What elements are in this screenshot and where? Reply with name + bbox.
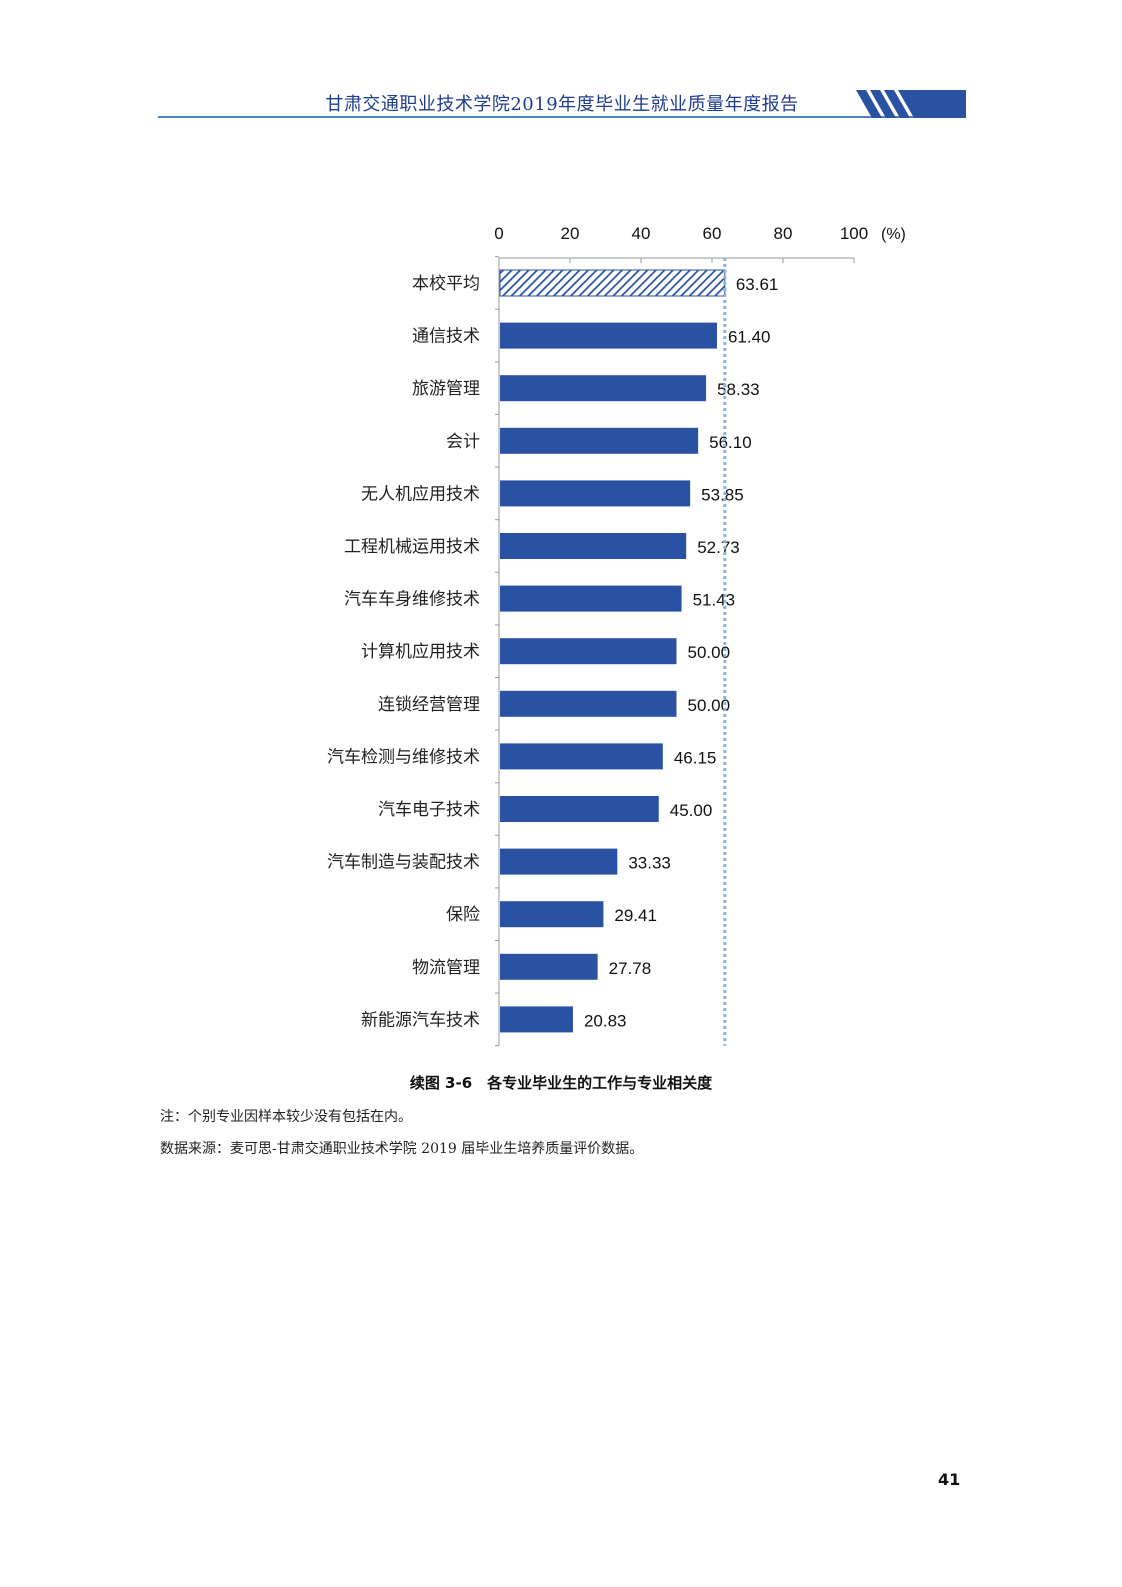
bar (500, 690, 677, 717)
value-label: 61.40 (728, 328, 771, 347)
value-label: 33.33 (628, 854, 671, 873)
category-label: 连锁经营管理 (378, 695, 480, 714)
header-stripe-icon (856, 90, 966, 118)
category-label: 汽车制造与装配技术 (327, 853, 480, 872)
bar (500, 533, 687, 559)
bar (500, 480, 691, 507)
x-tick-label: 0 (494, 224, 503, 243)
category-label: 本校平均 (412, 274, 480, 293)
value-label: 50.00 (688, 696, 731, 715)
bar (500, 585, 682, 612)
category-label: 汽车电子技术 (378, 800, 480, 819)
value-label: 52.73 (697, 538, 740, 557)
bar (500, 375, 707, 402)
x-tick-label: 100 (840, 224, 868, 243)
value-label: 63.61 (736, 275, 779, 294)
bar (500, 427, 699, 454)
report-title: 甘肃交通职业技术学院2019年度毕业生就业质量年度报告 (325, 94, 799, 115)
value-label: 45.00 (670, 801, 713, 820)
bar (500, 1006, 573, 1033)
source-text: 数据来源：麦可思-甘肃交通职业技术学院 2019 届毕业生培养质量评价数据。 (160, 1141, 644, 1157)
x-tick-label: 60 (703, 224, 722, 243)
category-label: 无人机应用技术 (361, 484, 480, 503)
bar (500, 848, 618, 875)
x-tick-label: 20 (561, 224, 580, 243)
category-label: 新能源汽车技术 (361, 1010, 480, 1029)
category-label: 汽车车身维修技术 (344, 590, 480, 609)
value-label: 20.83 (584, 1011, 627, 1030)
category-label: 工程机械运用技术 (344, 537, 480, 556)
value-label: 53.85 (701, 485, 744, 504)
value-label: 50.00 (688, 643, 731, 662)
page-number: 41 (938, 1470, 961, 1489)
value-label: 51.43 (693, 591, 736, 610)
category-label: 会计 (446, 432, 480, 451)
value-label: 58.33 (717, 380, 760, 399)
category-label: 通信技术 (412, 327, 480, 346)
x-tick-label: 40 (632, 224, 651, 243)
value-label: 56.10 (709, 433, 752, 452)
bar-chart: 0 20 40 60 80 100 (%) 本校平均 63.61 通信技术 61.40 旅游管理 58… (327, 224, 906, 1047)
value-label: 29.41 (614, 906, 657, 925)
category-label: 保险 (446, 905, 480, 924)
category-label: 旅游管理 (412, 379, 480, 398)
figure-caption: 续图 3-6 各专业毕业生的工作与专业相关度 (409, 1074, 713, 1092)
bar (500, 743, 663, 770)
bar (500, 322, 717, 349)
bar (500, 901, 604, 928)
page-header: 甘肃交通职业技术学院2019年度毕业生就业质量年度报告 (158, 86, 966, 120)
bar (500, 953, 598, 980)
bar (500, 796, 659, 822)
note-text: 注：个别专业因样本较少没有包括在内。 (160, 1109, 412, 1125)
category-label: 物流管理 (412, 958, 480, 977)
bar (500, 638, 677, 665)
value-label: 46.15 (674, 748, 717, 767)
bar-average (499, 269, 726, 297)
x-tick-label: 80 (774, 224, 793, 243)
x-unit-label: (%) (881, 226, 906, 243)
category-label: 计算机应用技术 (361, 642, 480, 661)
value-label: 27.78 (609, 959, 652, 978)
header-rule (158, 116, 966, 118)
category-label: 汽车检测与维修技术 (327, 747, 480, 766)
